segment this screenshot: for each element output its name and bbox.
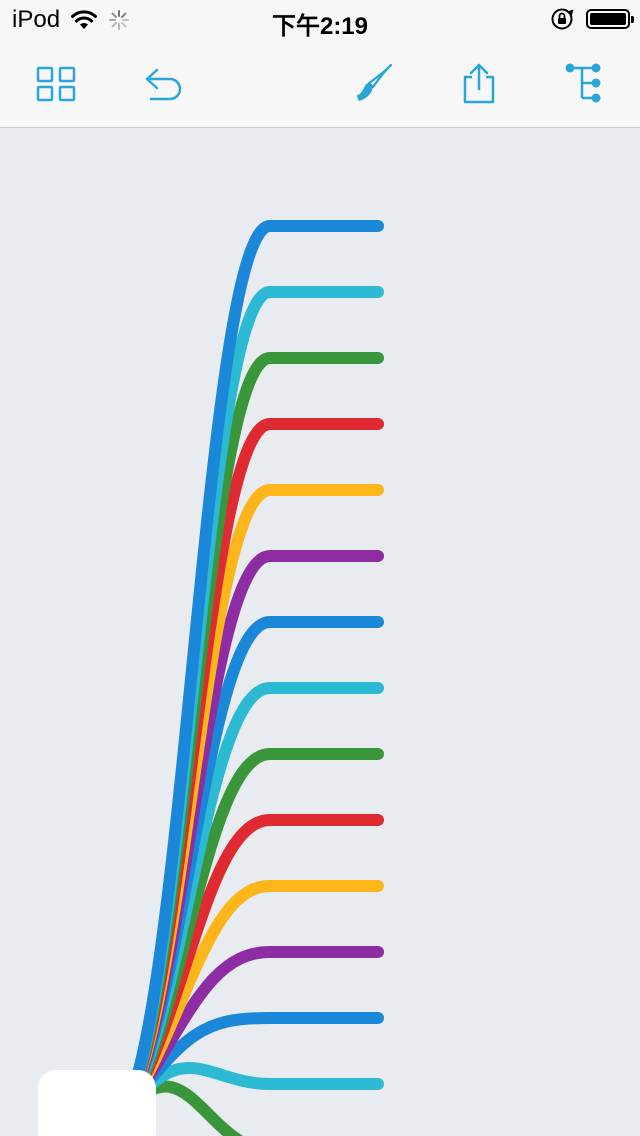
- battery-nub: [631, 16, 634, 23]
- tree-outline-icon: [565, 63, 601, 103]
- activity-spinner-icon: [109, 10, 130, 30]
- device-name: iPod: [12, 6, 61, 33]
- battery-level: [590, 13, 626, 25]
- grid-icon: [36, 66, 76, 102]
- outline-button[interactable]: [560, 60, 608, 108]
- mindmap-branches: [114, 220, 384, 1136]
- toolbar: [0, 40, 640, 128]
- status-time: 下午2:19: [271, 13, 369, 40]
- mindmap-canvas[interactable]: [0, 128, 640, 1136]
- status-bar: iPod 下午2:19: [0, 0, 640, 40]
- central-topic-node[interactable]: [38, 1070, 156, 1136]
- battery-icon: [586, 9, 634, 29]
- branch-1[interactable]: [114, 220, 384, 1126]
- status-left: iPod: [12, 6, 130, 34]
- status-right: [550, 7, 634, 31]
- share-icon: [463, 63, 495, 104]
- wifi-icon: [71, 10, 98, 29]
- rotation-lock-icon: [551, 8, 574, 30]
- undo-button[interactable]: [140, 60, 188, 108]
- undo-icon: [145, 68, 182, 101]
- share-button[interactable]: [455, 60, 503, 108]
- brush-icon: [357, 63, 393, 101]
- grid-view-button[interactable]: [32, 60, 80, 108]
- style-button[interactable]: [350, 60, 398, 108]
- branch-15[interactable]: [114, 1080, 378, 1136]
